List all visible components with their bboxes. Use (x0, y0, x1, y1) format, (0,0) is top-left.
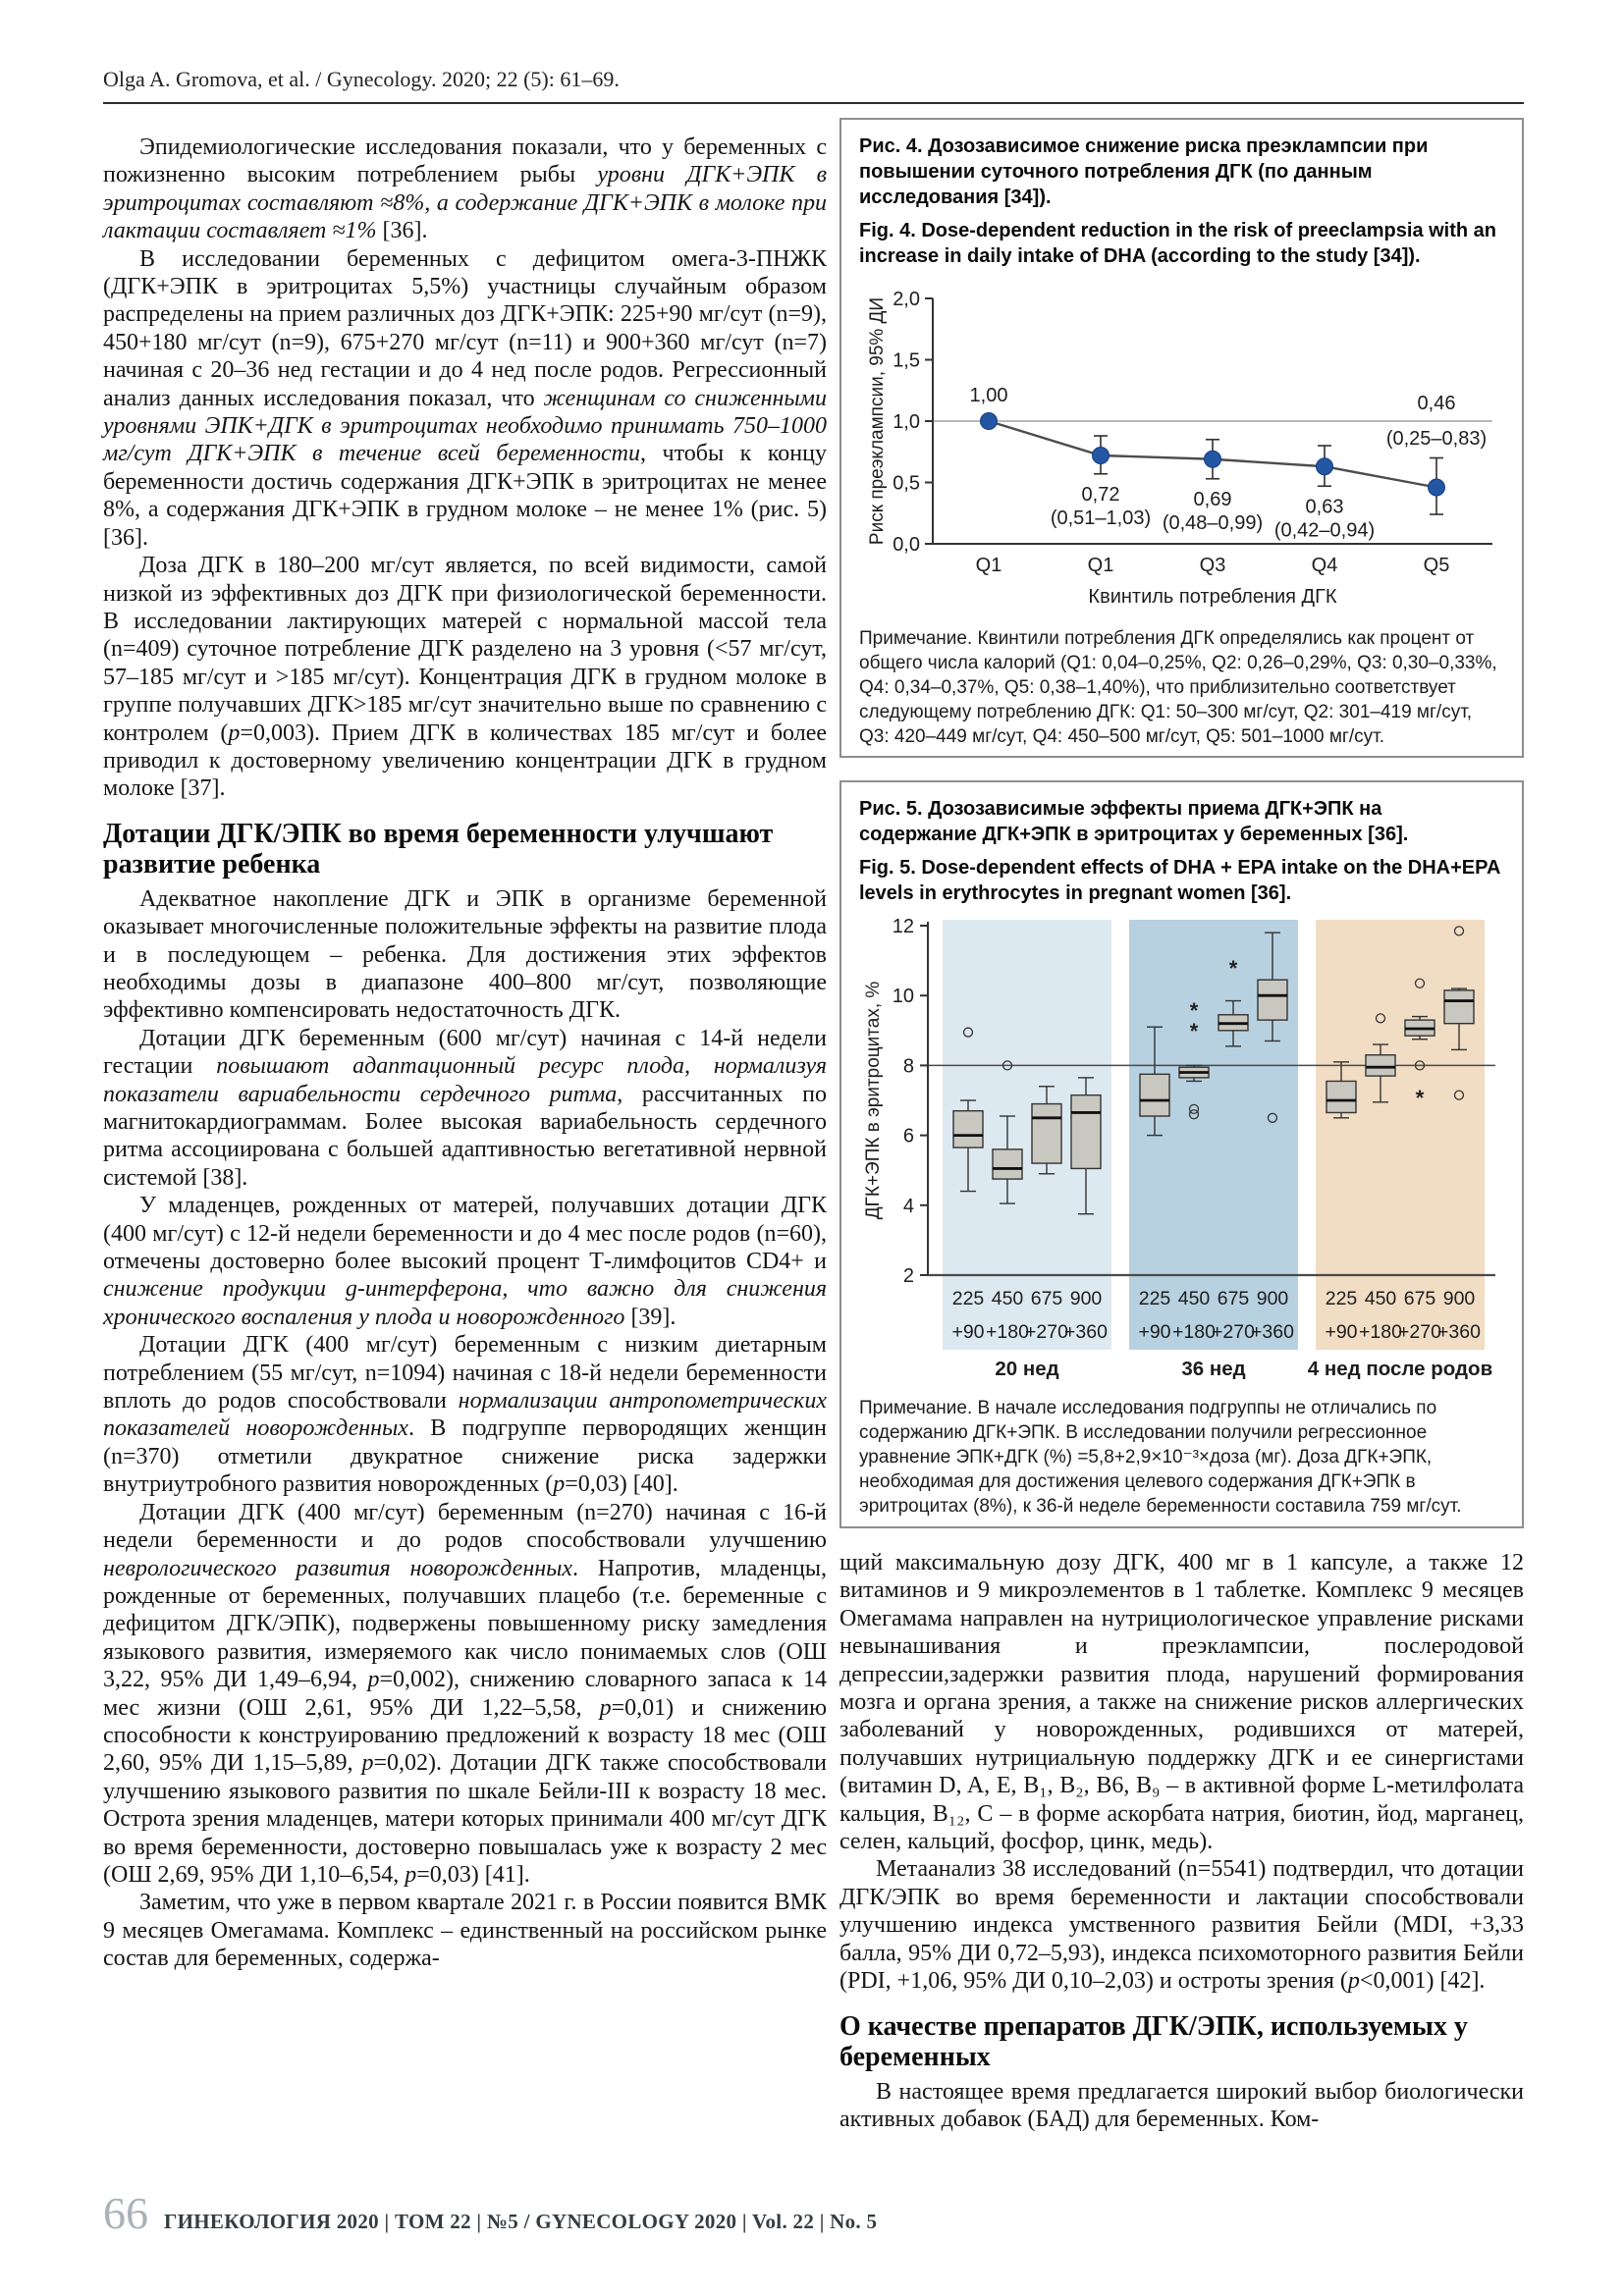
svg-text:1,00: 1,00 (970, 385, 1008, 406)
svg-text:20 нед: 20 нед (995, 1358, 1058, 1380)
svg-text:*: * (1190, 1019, 1199, 1043)
svg-text:+90: +90 (1325, 1321, 1357, 1343)
section-heading: О качестве препаратов ДГК/ЭПК, используе… (839, 2010, 1468, 2072)
svg-text:2: 2 (903, 1265, 914, 1287)
svg-text:*: * (1416, 1086, 1425, 1110)
section-heading: Дотации ДГК/ЭПК во время беременности ул… (103, 818, 774, 880)
svg-text:+90: +90 (951, 1321, 984, 1343)
svg-text:0,63: 0,63 (1306, 496, 1344, 517)
svg-text:675: 675 (1031, 1288, 1063, 1309)
svg-text:(0,48–0,99): (0,48–0,99) (1163, 512, 1263, 534)
svg-text:+360: +360 (1064, 1321, 1108, 1343)
paragraph: Метаанализ 38 исследований (n=5541) подт… (839, 1856, 1524, 1995)
svg-text:1,5: 1,5 (893, 350, 920, 372)
svg-text:0,5: 0,5 (893, 473, 920, 495)
svg-text:ДГК+ЭПК в эритроцитах, %: ДГК+ЭПК в эритроцитах, % (863, 982, 884, 1220)
svg-text:Q1: Q1 (1088, 555, 1114, 576)
svg-text:4: 4 (903, 1196, 914, 1217)
svg-text:6: 6 (903, 1126, 914, 1148)
svg-text:+180: +180 (1359, 1321, 1402, 1343)
figure-5-caption-ru: Рис. 5. Дозозависимые эффекты приема ДГК… (859, 798, 1409, 845)
paragraph: Адекватное накопление ДГК и ЭПК в органи… (103, 885, 827, 1024)
svg-text:225: 225 (1326, 1288, 1358, 1309)
svg-text:+360: +360 (1437, 1321, 1481, 1343)
figure-5-caption-en: Fig. 5. Dose-dependent effects of DHA + … (859, 857, 1500, 904)
figure-5-chart: 2 4 6 8 10 12 ДГК+ЭПК в эритроцитах, % 225 +90 45… (859, 914, 1504, 1390)
paragraph: Дотации ДГК (400 мг/сут) беременным (n=2… (103, 1499, 827, 1888)
figure-4-caption-en: Fig. 4. Dose-dependent reduction in the … (859, 220, 1497, 267)
svg-text:675: 675 (1218, 1288, 1250, 1309)
paragraph: В исследовании беременных с дефицитом ом… (103, 245, 827, 551)
svg-text:+270: +270 (1025, 1321, 1068, 1343)
svg-text:225: 225 (1139, 1288, 1171, 1309)
svg-text:0,0: 0,0 (893, 534, 920, 556)
svg-text:450: 450 (992, 1288, 1024, 1309)
right-column-text: щий максимальную дозу ДГК, 400 мг в 1 ка… (839, 1549, 1524, 2133)
page-header-citation: Olga A. Gromova, et al. / Gynecology. 20… (103, 67, 1524, 104)
svg-text:(0,25–0,83): (0,25–0,83) (1386, 428, 1487, 450)
svg-text:0,69: 0,69 (1194, 489, 1232, 510)
figure-5-box: Рис. 5. Дозозависимые эффекты приема ДГК… (839, 780, 1524, 1528)
svg-text:*: * (1229, 956, 1238, 981)
svg-text:900: 900 (1070, 1288, 1103, 1309)
svg-text:36 нед: 36 нед (1181, 1358, 1245, 1380)
figure-4-note: Примечание. Квинтили потребления ДГК опр… (859, 628, 1497, 747)
paragraph: Дотации ДГК беременным (600 мг/сут) начи… (103, 1025, 827, 1191)
paragraph: У младенцев, рожденных от матерей, получ… (103, 1193, 827, 1330)
svg-text:12: 12 (893, 916, 914, 937)
svg-text:450: 450 (1178, 1288, 1211, 1309)
svg-text:4 нед после родов: 4 нед после родов (1308, 1358, 1492, 1380)
svg-text:+270: +270 (1212, 1321, 1255, 1343)
svg-text:Q3: Q3 (1200, 555, 1226, 576)
paragraph: Доза ДГК в 180–200 мг/сут является, по в… (103, 553, 828, 802)
svg-text:900: 900 (1443, 1288, 1476, 1309)
page-footer: 66 ГИНЕКОЛОГИЯ 2020 | ТОМ 22 | №5 / GYNE… (103, 2187, 877, 2239)
figure-5-note: Примечание. В начале исследования подгру… (859, 1398, 1462, 1517)
svg-text:450: 450 (1365, 1288, 1397, 1309)
svg-text:+360: +360 (1251, 1321, 1294, 1343)
svg-text:900: 900 (1257, 1288, 1289, 1309)
journal-footer-line: ГИНЕКОЛОГИЯ 2020 | ТОМ 22 | №5 / GYNECOL… (164, 2210, 878, 2233)
svg-text:Риск преэклампсии, 95% ДИ: Риск преэклампсии, 95% ДИ (867, 297, 888, 545)
fig5-boxplot-svg: 2 4 6 8 10 12 ДГК+ЭПК в эритроцитах, % 225 +90 45… (863, 916, 1495, 1380)
figure-4-box: Рис. 4. Дозозависимое снижение риска пре… (839, 118, 1524, 758)
svg-text:Q4: Q4 (1312, 555, 1338, 576)
figure-4-chart: 0,0 0,5 1,0 1,5 2,0 1,00 0,72 (0,51–1,03) 0,69 (0… (859, 277, 1504, 620)
paragraph: Дотации ДГК (400 мг/сут) беременным с ни… (103, 1332, 827, 1498)
paragraph: В настоящее время предлагается широкий в… (839, 2078, 1524, 2132)
paragraph: щий максимальную дозу ДГК, 400 мг в 1 ка… (839, 1550, 1524, 1855)
svg-text:675: 675 (1404, 1288, 1436, 1309)
figure-4-caption-ru: Рис. 4. Дозозависимое снижение риска пре… (859, 135, 1429, 208)
svg-text:0,72: 0,72 (1082, 484, 1120, 506)
svg-text:8: 8 (903, 1055, 914, 1077)
svg-text:(0,42–0,94): (0,42–0,94) (1274, 519, 1375, 541)
page-number: 66 (103, 2188, 148, 2238)
svg-text:2,0: 2,0 (893, 289, 920, 310)
fig4-line-chart-svg: 0,00,51,01,52,01,000,72(0,51–1,03)0,69(0… (867, 289, 1492, 608)
svg-text:+270: +270 (1398, 1321, 1441, 1343)
svg-text:*: * (1190, 998, 1199, 1023)
svg-text:225: 225 (952, 1288, 985, 1309)
svg-text:Q1: Q1 (976, 555, 1002, 576)
svg-text:+90: +90 (1138, 1321, 1170, 1343)
svg-text:Q5: Q5 (1424, 555, 1450, 576)
svg-text:10: 10 (893, 986, 914, 1007)
paragraph: Заметим, что уже в первом квартале 2021 … (103, 1890, 827, 1972)
svg-text:+180: +180 (1172, 1321, 1216, 1343)
svg-text:+180: +180 (986, 1321, 1029, 1343)
svg-text:Квинтиль потребления ДГК: Квинтиль потребления ДГК (1088, 586, 1336, 608)
svg-text:(0,51–1,03): (0,51–1,03) (1051, 507, 1151, 529)
paragraph: Эпидемиологические исследования показали… (103, 134, 827, 244)
svg-text:0,46: 0,46 (1418, 393, 1456, 414)
left-column: Эпидемиологические исследования показали… (103, 133, 827, 1973)
svg-text:1,0: 1,0 (893, 411, 920, 433)
